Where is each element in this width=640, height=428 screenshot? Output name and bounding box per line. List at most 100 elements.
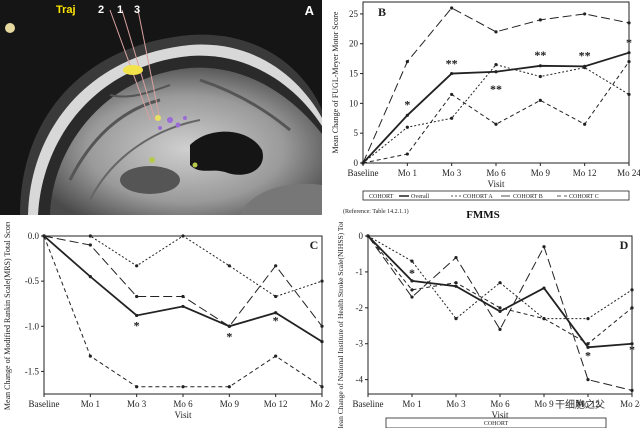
panel-letter: D bbox=[620, 238, 629, 252]
data-point bbox=[542, 245, 546, 249]
y-tick-label: -1.0 bbox=[25, 321, 40, 331]
data-point bbox=[88, 275, 92, 279]
legend-entry: COHORT A bbox=[463, 194, 493, 200]
data-point bbox=[410, 295, 414, 299]
plot-frame bbox=[367, 235, 633, 395]
panel-letter-b: B bbox=[378, 5, 386, 19]
data-point bbox=[630, 306, 634, 310]
data-point bbox=[320, 324, 324, 328]
significance-marker: * bbox=[404, 97, 410, 111]
data-point bbox=[274, 294, 278, 299]
y-tick-label: 0 bbox=[359, 231, 364, 241]
data-point bbox=[274, 354, 278, 358]
significance-marker: * bbox=[585, 348, 591, 362]
data-point bbox=[42, 234, 46, 238]
significance-marker: * bbox=[626, 36, 632, 50]
data-point bbox=[227, 324, 231, 328]
data-point bbox=[135, 264, 139, 268]
x-tick-label: Mo 12 bbox=[576, 399, 600, 409]
series-line-overall bbox=[362, 51, 630, 164]
data-point bbox=[181, 385, 185, 389]
data-point bbox=[538, 18, 542, 22]
mri-panel: Traj 2 1 3 A bbox=[0, 0, 322, 215]
y-tick-label: -4 bbox=[356, 375, 364, 385]
traj-number-3: 3 bbox=[134, 4, 141, 16]
series-line-overall bbox=[43, 235, 323, 343]
data-point bbox=[135, 313, 139, 318]
data-point bbox=[583, 122, 587, 126]
data-point bbox=[454, 284, 458, 288]
x-tick-label: Mo 6 bbox=[490, 399, 510, 409]
data-point bbox=[454, 316, 458, 321]
data-point bbox=[498, 306, 502, 310]
traj-label: Traj bbox=[56, 4, 76, 16]
significance-marker: * bbox=[226, 329, 232, 343]
fmms-chart: 0 5 10 15 20 25 Baseline Mo 1 Mo 3 Mo 6 Mo 9 Mo 12 M… bbox=[331, 1, 640, 221]
chart-panel-d: 0 -1 -2 -3 -4 Baseline Mo 1 Mo 3 Mo 6 Mo 9 Mo 12 Mo… bbox=[332, 222, 640, 428]
data-point bbox=[410, 279, 414, 283]
data-point bbox=[627, 92, 631, 97]
significance-marker: ** bbox=[446, 57, 458, 71]
series-line-cohort-c bbox=[367, 235, 633, 345]
data-point bbox=[405, 125, 409, 129]
data-point bbox=[538, 98, 542, 102]
x-tick-label: Mo 9 bbox=[220, 399, 240, 409]
y-tick-label: -2 bbox=[356, 303, 364, 313]
y-axis-label: Mean Change of National Institute of Hea… bbox=[336, 222, 345, 428]
chart-title: FMMS bbox=[466, 209, 500, 221]
x-tick-label: Baseline bbox=[353, 399, 384, 409]
data-point bbox=[586, 378, 590, 382]
x-tick-label: Mo 24 bbox=[310, 399, 330, 409]
x-axis-label: Visit bbox=[492, 410, 509, 420]
series-line-cohort-b bbox=[43, 235, 323, 327]
data-point bbox=[630, 342, 634, 346]
data-point bbox=[320, 340, 324, 344]
x-tick-label: Mo 3 bbox=[442, 168, 462, 178]
mrs-chart: 0.0 -0.5 -1.0 -1.5 Baseline Mo 1 Mo 3 Mo 6 Mo 9 M… bbox=[3, 222, 330, 420]
x-tick-label: Baseline bbox=[348, 168, 379, 178]
series-line-cohort-a bbox=[362, 64, 630, 164]
y-tick-label: 5 bbox=[354, 128, 359, 138]
data-point bbox=[494, 30, 498, 34]
series-line-cohort-a bbox=[44, 235, 323, 298]
data-point bbox=[627, 51, 631, 55]
data-point bbox=[181, 234, 185, 238]
y-tick-label: -0.5 bbox=[25, 276, 40, 286]
data-point bbox=[630, 288, 634, 292]
traj-number-2: 2 bbox=[98, 4, 105, 16]
data-point bbox=[410, 288, 414, 292]
data-point bbox=[630, 388, 634, 393]
y-tick-label: 15 bbox=[349, 69, 359, 79]
legend-box bbox=[362, 190, 630, 201]
watermark: 干细胞之父 bbox=[555, 398, 605, 411]
data-point bbox=[586, 316, 590, 321]
x-tick-label: Mo 9 bbox=[531, 168, 551, 178]
data-point bbox=[227, 385, 231, 389]
data-point bbox=[405, 60, 409, 64]
data-point bbox=[405, 113, 409, 117]
data-point bbox=[135, 294, 139, 299]
significance-marker: ** bbox=[579, 48, 591, 62]
data-point bbox=[181, 304, 185, 309]
data-point bbox=[320, 279, 324, 283]
legend-box bbox=[385, 417, 607, 428]
data-point bbox=[494, 63, 498, 67]
data-point bbox=[274, 311, 278, 315]
data-point bbox=[494, 122, 498, 126]
data-point bbox=[135, 385, 139, 389]
x-tick-label: Baseline bbox=[29, 399, 60, 409]
x-tick-label: Mo 1 bbox=[81, 399, 100, 409]
panel-letter-a: A bbox=[304, 3, 314, 18]
x-axis-label: Visit bbox=[175, 410, 192, 420]
data-point bbox=[454, 255, 458, 260]
y-tick-label: -1.5 bbox=[25, 366, 40, 376]
x-tick-label: Mo 12 bbox=[264, 399, 288, 409]
chart-panel-c: 0.0 -0.5 -1.0 -1.5 Baseline Mo 1 Mo 3 Mo 6 Mo 9 M… bbox=[0, 222, 330, 428]
legend-entry: Overall bbox=[411, 194, 429, 200]
data-point bbox=[627, 21, 631, 25]
significance-marker: * bbox=[409, 266, 415, 280]
significance-marker: ** bbox=[490, 82, 502, 96]
y-tick-label: 0 bbox=[354, 158, 359, 168]
y-axis-label: Mean Change of Modified Rankin Scale(MRS… bbox=[3, 222, 12, 410]
data-point bbox=[627, 60, 631, 64]
